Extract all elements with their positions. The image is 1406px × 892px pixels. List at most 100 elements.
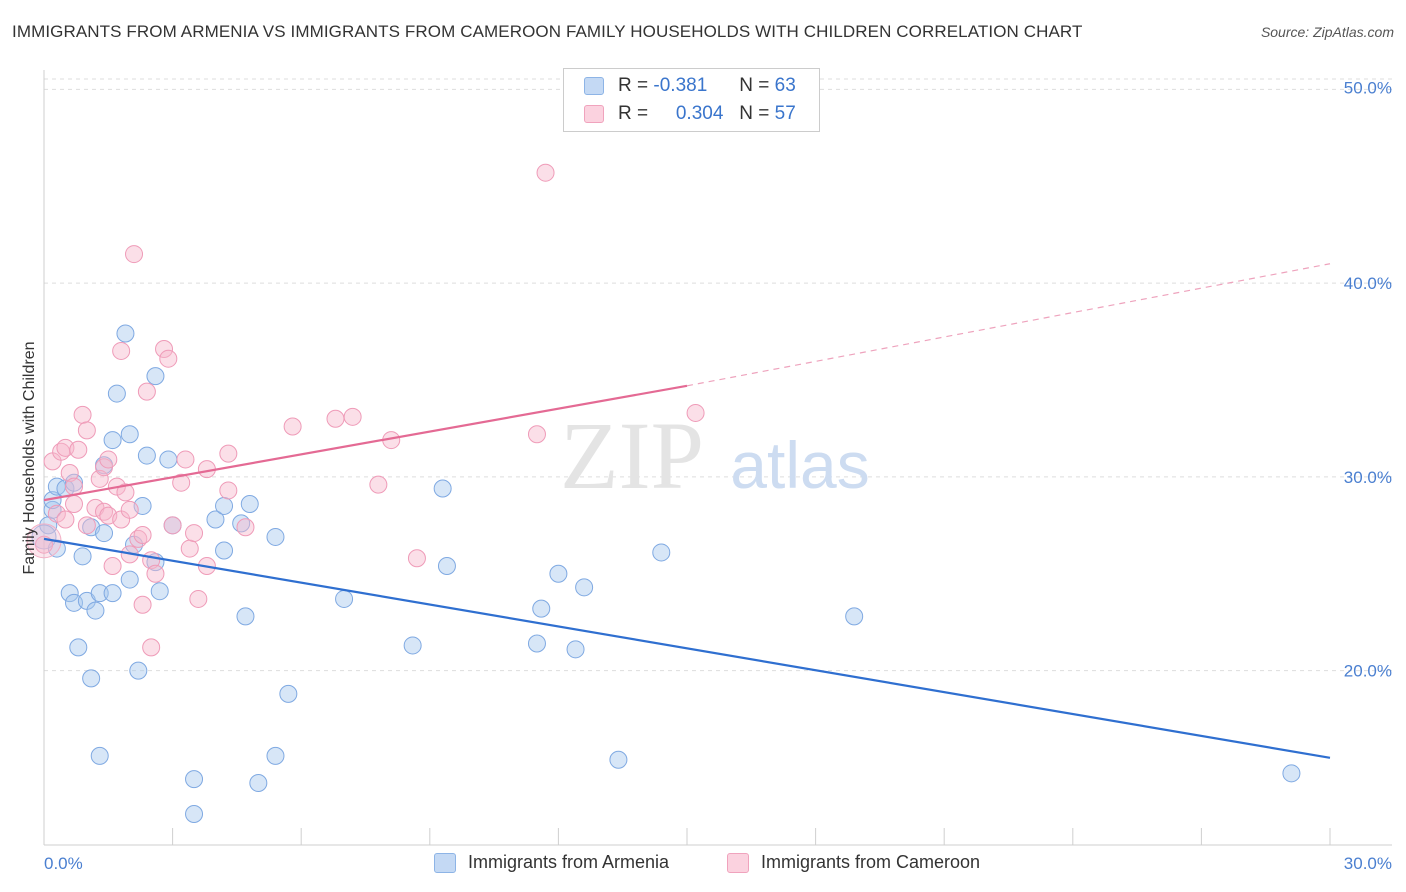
armenia-point — [279, 684, 298, 703]
cameroon-points — [26, 163, 705, 657]
cameroon-point — [65, 495, 84, 513]
trend-lines — [43, 263, 1331, 759]
cameroon-point — [77, 421, 96, 440]
armenia-point — [69, 638, 88, 657]
cameroon-point — [73, 405, 92, 424]
armenia-point — [150, 582, 169, 601]
cameroon-point — [172, 473, 191, 492]
watermark-atlas: atlas — [730, 428, 869, 502]
x-tick-marks — [43, 828, 1331, 845]
armenia-point — [129, 661, 148, 680]
legend-r-label: R = — [618, 103, 649, 124]
legend-n-label: N = — [739, 75, 770, 96]
armenia-point — [609, 750, 628, 769]
cameroon-point — [283, 417, 302, 436]
cameroon-point — [69, 440, 88, 459]
cameroon-point — [90, 469, 109, 488]
legend-armenia-r: -0.381 — [653, 75, 708, 96]
armenia-point — [249, 774, 268, 792]
armenia-point — [107, 384, 126, 403]
armenia-point — [146, 367, 165, 386]
series-legend-cameroon-label: Immigrants from Cameroon — [761, 852, 981, 872]
armenia-point — [103, 584, 122, 603]
cameroon-point — [77, 516, 96, 535]
armenia-point — [236, 607, 255, 626]
armenia-point — [120, 425, 139, 444]
armenia-point — [120, 570, 139, 589]
armenia-point — [1282, 764, 1301, 783]
cameroon-point — [112, 341, 131, 360]
legend-cameroon-r: 0.304 — [675, 103, 724, 124]
cameroon-point — [56, 510, 75, 529]
armenia-point — [566, 640, 585, 659]
armenia-point — [86, 601, 105, 620]
armenia-point — [65, 473, 84, 492]
legend-cameroon-n: 57 — [774, 103, 796, 124]
cameroon-trend-extension — [686, 263, 1331, 387]
armenia-point — [137, 446, 156, 465]
y-tick-labels: 20.0% 30.0% 40.0% 50.0% — [1344, 78, 1392, 680]
axes — [43, 70, 1392, 846]
y-tick-label: 40.0% — [1344, 274, 1392, 293]
cameroon-point — [536, 163, 555, 182]
armenia-point — [549, 564, 568, 583]
cameroon-point — [343, 407, 362, 426]
cameroon-point — [99, 450, 118, 469]
cameroon-point — [133, 595, 152, 614]
armenia-point — [60, 584, 79, 603]
armenia-point — [652, 543, 671, 562]
armenia-point — [31, 524, 57, 550]
cameroon-point — [219, 444, 238, 463]
cameroon-point — [159, 349, 178, 368]
cameroon-point — [686, 403, 705, 422]
armenia-swatch — [584, 77, 604, 95]
series-legend-cameroon: Immigrants from Cameroon — [727, 852, 980, 873]
cameroon-point — [116, 483, 135, 502]
armenia-point — [159, 450, 178, 469]
armenia-point — [266, 746, 285, 765]
armenia-point — [103, 431, 122, 450]
armenia-point — [266, 527, 285, 546]
armenia-point — [433, 479, 452, 498]
armenia-point — [532, 599, 551, 618]
armenia-point — [185, 805, 204, 823]
armenia-point — [215, 541, 234, 560]
series-legend-armenia-label: Immigrants from Armenia — [468, 852, 670, 872]
cameroon-point — [137, 382, 156, 401]
series-legend: Immigrants from Armenia Immigrants from … — [0, 852, 1406, 876]
x-tick-label-max: 30.0% — [1344, 854, 1392, 873]
x-tick-label-min: 0.0% — [44, 854, 83, 873]
armenia-point — [116, 324, 135, 343]
legend-n-label: N = — [739, 103, 770, 124]
cameroon-point — [142, 638, 161, 657]
armenia-point — [335, 589, 354, 608]
armenia-point — [95, 524, 114, 543]
correlation-legend: R = -0.381 N = 63 R = 0.304 N = 57 — [563, 68, 820, 132]
armenia-point — [215, 496, 234, 515]
cameroon-point — [407, 549, 426, 568]
armenia-point — [185, 770, 204, 789]
series-legend-armenia: Immigrants from Armenia — [434, 852, 669, 873]
cameroon-point — [185, 524, 204, 543]
watermark: ZIP atlas — [560, 402, 870, 509]
cameroon-trend-line — [43, 384, 688, 502]
legend-armenia-n: 63 — [774, 75, 796, 96]
armenia-points — [31, 324, 1301, 823]
armenia-point — [240, 495, 259, 513]
chart-title: IMMIGRANTS FROM ARMENIA VS IMMIGRANTS FR… — [12, 22, 1083, 41]
armenia-point — [437, 557, 456, 575]
cameroon-point — [125, 245, 144, 264]
cameroon-point — [326, 409, 345, 428]
armenia-legend-swatch — [434, 852, 456, 873]
cameroon-point — [103, 557, 122, 575]
armenia-trend-line — [43, 537, 1331, 759]
legend-row-cameroon: R = 0.304 N = 57 — [584, 102, 796, 126]
source-label: Source: ZipAtlas.com — [1260, 24, 1394, 40]
cameroon-legend-swatch — [727, 852, 749, 873]
watermark-zip: ZIP — [560, 402, 704, 509]
armenia-point — [90, 584, 109, 603]
cameroon-point — [369, 475, 388, 494]
y-tick-label: 20.0% — [1344, 662, 1392, 681]
y-tick-label: 50.0% — [1344, 78, 1392, 97]
